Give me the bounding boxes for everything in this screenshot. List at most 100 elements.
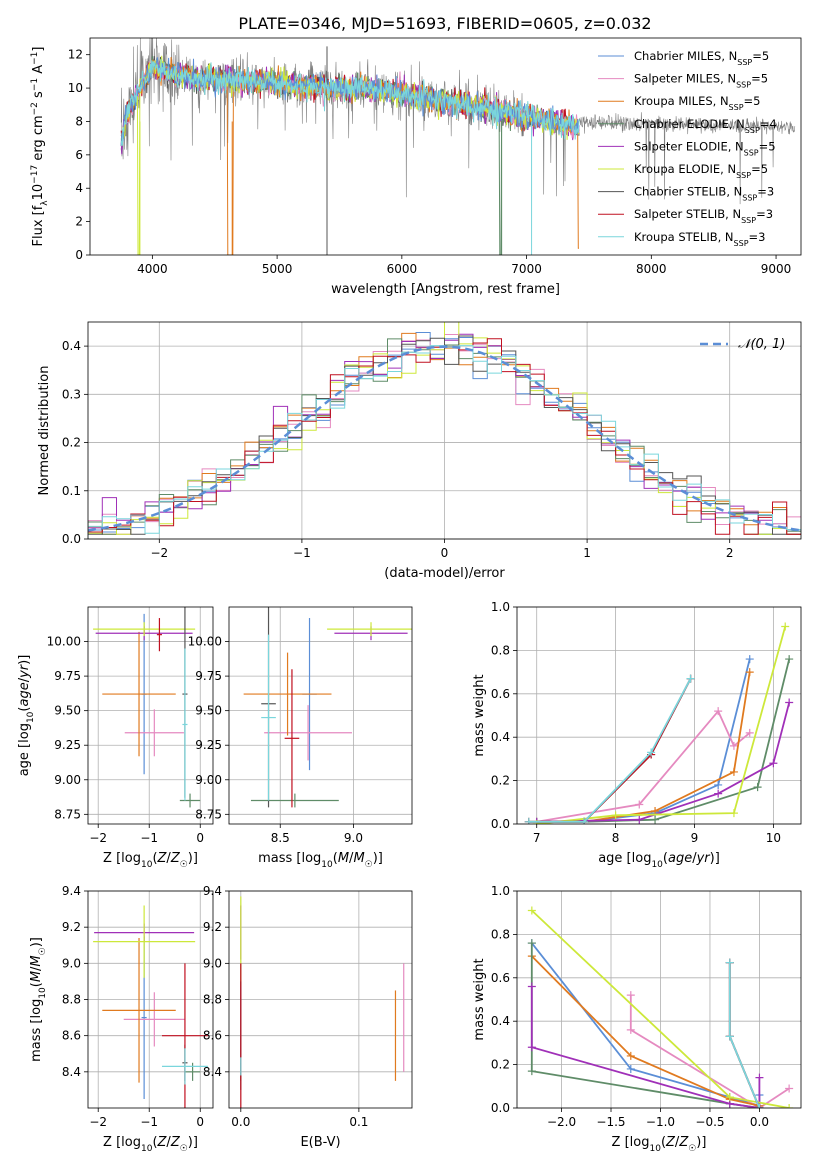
weight-vs-age-panel: 7 8 9 10 0.0 0.2 0.4 0.6 0.8 1.0 age [log10(age/yr… bbox=[472, 600, 802, 870]
weight-marker bbox=[714, 707, 723, 716]
x-axis-label: Z [log10(Z/Z☉)] bbox=[612, 1135, 707, 1154]
figure-title: PLATE=0346, MJD=51693, FIBERID=0605, z=0… bbox=[238, 14, 651, 33]
model-line-kroupa-stelib bbox=[120, 59, 580, 147]
weight-line-chabrier-stelib bbox=[728, 962, 761, 1108]
y-tick-label: 0.0 bbox=[491, 817, 510, 831]
y-tick-label: 9.4 bbox=[203, 884, 222, 898]
y-axis-label: Flux [fλ10−17 erg cm−2 s−1 A−1] bbox=[30, 47, 50, 247]
x-tick-label: 6000 bbox=[387, 262, 418, 276]
x-tick-label: 0.1 bbox=[349, 1115, 368, 1129]
normal-reference-curve bbox=[88, 345, 801, 532]
legend-entry: Chabrier ELODIE, NSSP=4 bbox=[634, 117, 777, 135]
y-tick-label: 9.2 bbox=[62, 920, 81, 934]
weight-marker bbox=[626, 1025, 635, 1034]
weight-marker bbox=[527, 982, 536, 991]
x-axis-label: Z [log10(Z/Z☉)] bbox=[103, 1135, 198, 1154]
x-tick-label: 8 bbox=[612, 831, 620, 845]
x-tick-label: −0.5 bbox=[695, 1115, 724, 1129]
x-tick-label: −1.5 bbox=[596, 1115, 625, 1129]
y-axis-label: mass weight bbox=[472, 958, 487, 1040]
weight-line-chabrier-stelib bbox=[528, 678, 692, 823]
legend-entry: Chabrier MILES, NSSP=5 bbox=[634, 49, 769, 67]
weight-line-salpeter-elodie bbox=[536, 702, 791, 823]
plot-frame bbox=[228, 890, 413, 1109]
weight-marker bbox=[729, 809, 738, 818]
y-tick-label: 8.8 bbox=[203, 993, 222, 1007]
x-tick-label: 7 bbox=[533, 831, 541, 845]
y-tick-label: 8.4 bbox=[203, 1065, 222, 1079]
observed-spectrum-line bbox=[120, 38, 796, 205]
x-tick-label: −1 bbox=[140, 1115, 158, 1129]
y-tick-label: 10 bbox=[68, 81, 83, 95]
x-tick-label: 8000 bbox=[636, 262, 667, 276]
x-tick-label: 0.0 bbox=[231, 1115, 250, 1129]
y-tick-label: 0.1 bbox=[62, 484, 81, 498]
x-axis-label: age [log10(age/yr)] bbox=[598, 851, 720, 870]
x-tick-label: 2 bbox=[726, 546, 734, 560]
y-tick-label: 0.8 bbox=[491, 643, 510, 657]
weight-marker bbox=[686, 674, 695, 683]
y-tick-label: 0.4 bbox=[491, 1014, 510, 1028]
weight-marker bbox=[611, 811, 620, 820]
y-tick-label: 0.4 bbox=[62, 339, 81, 353]
y-tick-label: 9.25 bbox=[195, 738, 222, 752]
y-tick-label: 0.2 bbox=[62, 436, 81, 450]
x-tick-label: −2 bbox=[89, 831, 107, 845]
x-tick-label: 4000 bbox=[137, 262, 168, 276]
weight-line-kroupa-stelib bbox=[728, 962, 761, 1108]
plot-frame bbox=[87, 321, 802, 540]
y-tick-label: 9.2 bbox=[203, 920, 222, 934]
weight-line-chabrier-elodie bbox=[530, 943, 760, 1108]
weight-marker bbox=[785, 655, 794, 664]
y-tick-label: 8.6 bbox=[62, 1029, 81, 1043]
y-tick-label: 8.4 bbox=[62, 1065, 81, 1079]
weight-marker bbox=[725, 1032, 734, 1041]
y-tick-label: 9.50 bbox=[54, 704, 81, 718]
y-tick-label: 9.00 bbox=[54, 773, 81, 787]
weight-marker bbox=[785, 1104, 794, 1108]
weight-marker bbox=[725, 1093, 734, 1102]
x-axis-label: mass [log10(M/M☉)] bbox=[258, 851, 383, 870]
plot-frame bbox=[87, 606, 214, 825]
weight-marker bbox=[714, 789, 723, 798]
weight-line-kroupa-miles bbox=[531, 955, 760, 1107]
y-tick-label: 0.2 bbox=[491, 1058, 510, 1072]
x-tick-label: 8.5 bbox=[271, 831, 290, 845]
weight-vs-Z-panel: −2.0 −1.5 −1.0 −0.5 0.0 0.0 0.2 0.4 0.6 0.8 1.0 Z [… bbox=[472, 884, 802, 1154]
x-tick-label: −1 bbox=[140, 831, 158, 845]
y-axis-label: age [log10(age/yr)] bbox=[17, 655, 36, 777]
weight-marker bbox=[647, 748, 656, 757]
weight-marker bbox=[524, 817, 533, 824]
y-tick-label: 10.00 bbox=[188, 635, 222, 649]
y-tick-label: 2 bbox=[75, 215, 83, 229]
residuals-panel: −2 −1 0 1 2 0.0 0.1 0.2 0.3 0.4 (data-model)/error… bbox=[37, 321, 802, 581]
x-tick-label: 0 bbox=[196, 1115, 204, 1129]
weight-marker bbox=[785, 698, 794, 707]
weight-marker bbox=[785, 1084, 794, 1093]
y-tick-label: 0.0 bbox=[62, 532, 81, 546]
legend-entry: Kroupa STELIB, NSSP=3 bbox=[634, 230, 765, 248]
mass-vs-ebv-panel: 0.0 0.1 8.4 8.6 8.8 9.0 9.2 9.4 E(B-V) bbox=[203, 884, 413, 1150]
y-tick-label: 8 bbox=[75, 114, 83, 128]
y-tick-label: 4 bbox=[75, 181, 83, 195]
x-tick-label: 0 bbox=[196, 831, 204, 845]
weight-marker bbox=[745, 655, 754, 664]
weight-marker bbox=[781, 622, 790, 631]
weight-marker bbox=[651, 815, 660, 824]
x-tick-label: −2 bbox=[89, 1115, 107, 1129]
y-tick-label: 1.0 bbox=[491, 600, 510, 614]
weight-line-salpeter-miles bbox=[536, 709, 751, 823]
x-axis-label: wavelength [Angstrom, rest frame] bbox=[331, 282, 560, 297]
age-vs-mass-panel: 8.5 9.0 8.75 9.00 9.25 9.50 9.75 10.00 mass [log… bbox=[188, 606, 413, 870]
weight-marker bbox=[527, 1043, 536, 1052]
x-tick-label: −1 bbox=[293, 546, 311, 560]
weight-marker bbox=[527, 939, 536, 948]
y-tick-label: 9.4 bbox=[62, 884, 81, 898]
weight-marker bbox=[729, 767, 738, 776]
y-tick-label: 8.75 bbox=[195, 807, 222, 821]
x-tick-label: 1 bbox=[583, 546, 591, 560]
x-tick-label: 9 bbox=[691, 831, 699, 845]
x-axis-label: E(B-V) bbox=[300, 1135, 340, 1150]
y-tick-label: 0.2 bbox=[491, 774, 510, 788]
